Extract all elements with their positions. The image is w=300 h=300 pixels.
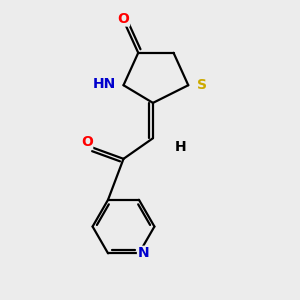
- Text: O: O: [118, 12, 129, 26]
- Text: O: O: [81, 135, 93, 149]
- Text: HN: HN: [93, 77, 116, 91]
- Text: S: S: [196, 78, 206, 92]
- Text: H: H: [175, 140, 187, 154]
- Text: N: N: [138, 246, 149, 260]
